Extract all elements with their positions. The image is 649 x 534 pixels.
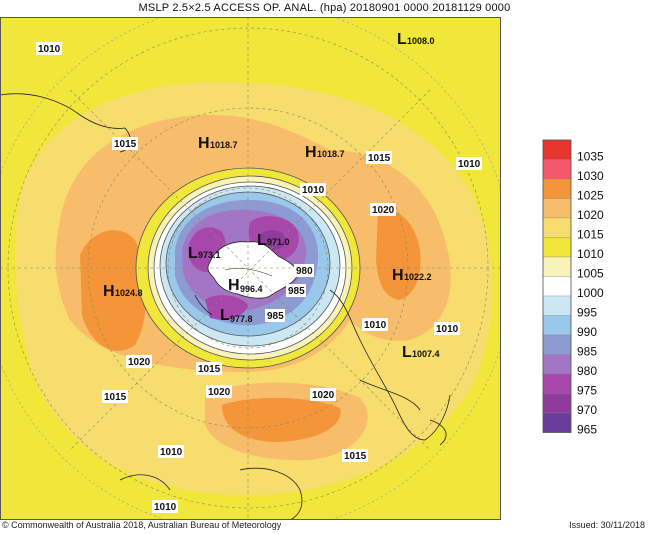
legend-label: 970 <box>577 403 597 417</box>
svg-text:L: L <box>397 31 407 48</box>
map-frame <box>0 17 501 520</box>
contour-label: 1010 <box>436 324 459 335</box>
coastline-peninsula <box>194 294 213 316</box>
contour-label: 980 <box>296 266 313 277</box>
legend-label: 980 <box>577 364 597 378</box>
legend-swatch <box>542 373 572 394</box>
svg-text:L: L <box>402 344 412 361</box>
svg-text:977.8: 977.8 <box>230 314 253 324</box>
centre-high-1022: H 1022.2 <box>392 267 432 284</box>
svg-text:996.4: 996.4 <box>240 284 263 294</box>
contour-label: 1010 <box>160 447 183 458</box>
contour-label: 1015 <box>368 153 391 164</box>
centre-low-1008: L 1008.0 <box>397 31 435 48</box>
legend-swatch <box>542 295 572 316</box>
legend-swatch <box>542 237 572 258</box>
contour-label: 1010 <box>458 159 481 170</box>
svg-text:H: H <box>103 283 115 300</box>
contour-label: 1015 <box>114 139 137 150</box>
legend-label: 1030 <box>577 169 604 183</box>
issued-date: Issued: 30/11/2018 <box>569 520 645 530</box>
contour-label: 1010 <box>302 185 325 196</box>
contour-label: 1015 <box>104 392 127 403</box>
svg-text:1018.7: 1018.7 <box>210 140 238 150</box>
legend-swatch <box>542 354 572 375</box>
contour-1025-east <box>376 209 421 300</box>
contour-label: 1010 <box>154 502 177 513</box>
centre-high-996: H 996.4 <box>228 277 263 294</box>
centre-low-973: L 973.1 <box>188 245 221 262</box>
contour-label: 1020 <box>372 205 395 216</box>
contour-label: 1020 <box>312 390 335 401</box>
svg-text:H: H <box>305 144 317 161</box>
centre-low-1007: L 1007.4 <box>402 344 440 361</box>
centre-high-1018-west: H 1018.7 <box>198 135 238 152</box>
legend-swatch <box>542 412 572 433</box>
contour-label-bg <box>36 42 62 55</box>
centre-low-971: L 971.0 <box>257 232 290 249</box>
contour-label: 985 <box>267 311 284 322</box>
legend-label: 1000 <box>577 286 604 300</box>
south-america-coast <box>329 289 451 441</box>
pressure-centres: L 1008.0 H 1018.7 H 1018.7 H 1024.8 H 10… <box>103 31 440 361</box>
legend-label: 985 <box>577 345 597 359</box>
legend-label: 1025 <box>577 189 604 203</box>
legend-swatch <box>542 217 572 238</box>
pressure-map: L 1008.0 H 1018.7 H 1018.7 H 1024.8 H 10… <box>0 17 604 520</box>
legend-swatch <box>542 315 572 336</box>
svg-text:973.1: 973.1 <box>198 250 221 260</box>
contour-label: 1010 <box>364 320 387 331</box>
svg-text:1022.2: 1022.2 <box>404 272 432 282</box>
legend-swatch <box>542 198 572 219</box>
legend-label: 1005 <box>577 267 604 281</box>
svg-text:H: H <box>392 267 404 284</box>
svg-text:H: H <box>198 135 210 152</box>
legend-label: 965 <box>577 423 597 437</box>
svg-text:L: L <box>188 245 198 262</box>
svg-text:971.0: 971.0 <box>267 237 290 247</box>
svg-text:1008.0: 1008.0 <box>407 36 435 46</box>
colour-legend: 1035 1030 1025 1020 1015 1010 1005 1000 995 990 98… <box>542 139 604 437</box>
legend-swatch <box>542 276 572 297</box>
svg-text:1007.4: 1007.4 <box>412 349 440 359</box>
centre-low-977: L 977.8 <box>220 307 253 324</box>
contour-label: 1015 <box>344 451 367 462</box>
legend-swatch <box>542 393 572 414</box>
contour-1025-south <box>222 397 341 442</box>
legend-label: 990 <box>577 325 597 339</box>
australia-coast <box>239 467 303 520</box>
legend-swatch <box>542 159 572 180</box>
falkland-coast <box>429 419 447 446</box>
svg-text:L: L <box>220 307 230 324</box>
svg-text:H: H <box>228 277 240 294</box>
svg-text:L: L <box>257 232 267 249</box>
svg-text:1018.7: 1018.7 <box>317 149 345 159</box>
contour-label: 1015 <box>198 364 221 375</box>
contour-label: 1020 <box>208 387 231 398</box>
legend-swatch <box>542 334 572 355</box>
copyright-text: © Commonwealth of Australia 2018, Austra… <box>2 520 282 530</box>
centre-high-1018-east: H 1018.7 <box>305 144 345 161</box>
coastline-southwest <box>119 474 171 491</box>
contour-1025-west <box>80 230 147 351</box>
chart-title: MSLP 2.5×2.5 ACCESS OP. ANAL. (hpa) 2018… <box>138 2 511 14</box>
contour-labels: 1010 1015 1015 1010 1010 1020 980 985 98… <box>36 42 482 513</box>
legend-label: 995 <box>577 306 597 320</box>
contour-975-c <box>205 295 248 320</box>
contour-label: 985 <box>288 286 305 297</box>
centre-high-1024: H 1024.8 <box>103 283 143 300</box>
legend-label: 1020 <box>577 208 604 222</box>
legend-swatch <box>542 256 572 277</box>
legend-swatch <box>542 139 572 160</box>
legend-label: 975 <box>577 384 597 398</box>
contour-label: 1020 <box>128 357 151 368</box>
svg-text:1024.8: 1024.8 <box>115 288 143 298</box>
legend-label: 1015 <box>577 228 604 242</box>
legend-label: 1010 <box>577 247 604 261</box>
legend-frame <box>542 139 572 433</box>
contour-label: 1010 <box>38 44 61 55</box>
legend-swatch <box>542 178 572 199</box>
legend-label: 1035 <box>577 150 604 164</box>
coastline-east <box>359 379 421 411</box>
